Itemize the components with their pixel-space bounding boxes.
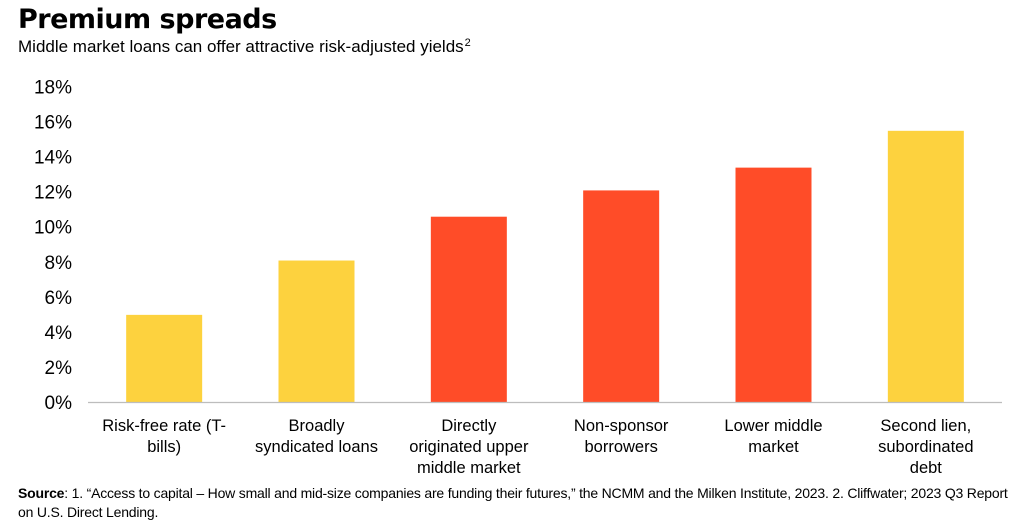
bar — [735, 167, 812, 403]
source-note: Source: 1. “Access to capital – How smal… — [18, 484, 1018, 522]
y-tick-label: 6% — [45, 288, 73, 309]
subtitle-footnote-marker: 2 — [464, 37, 471, 49]
y-tick-label: 12% — [34, 183, 72, 204]
x-tick-label: Broadly — [289, 417, 346, 435]
x-tick-label: bills) — [147, 438, 181, 456]
x-tick-label: syndicated loans — [255, 438, 378, 456]
x-tick-label: market — [748, 438, 799, 456]
bar — [583, 190, 660, 403]
x-tick-label: originated upper — [409, 438, 529, 456]
y-tick-label: 8% — [45, 253, 73, 274]
bar — [430, 216, 507, 403]
source-label: Source — [18, 485, 65, 501]
chart-title: Premium spreads — [18, 4, 277, 35]
y-tick-label: 0% — [45, 393, 73, 414]
x-tick-label: middle market — [417, 459, 521, 477]
y-tick-label: 10% — [34, 218, 72, 239]
bar — [887, 130, 964, 403]
subtitle-text: Middle market loans can offer attractive… — [18, 37, 464, 56]
y-tick-label: 14% — [34, 148, 72, 169]
x-tick-label: borrowers — [584, 438, 657, 456]
y-tick-label: 16% — [34, 113, 72, 134]
x-tick-label: Non-sponsor — [574, 417, 669, 435]
x-tick-label: debt — [910, 459, 943, 477]
y-tick-label: 2% — [45, 358, 73, 379]
bar-chart: 0% 2% 4% 6% 8% 10% 12% 14% 16% 18% Risk-free rate … — [34, 78, 1002, 477]
x-tick-label: Risk-free rate (T- — [102, 417, 226, 435]
x-tick-label: subordinated — [878, 438, 973, 456]
y-tick-label: 18% — [34, 78, 72, 99]
x-tick-label: Second lien, — [880, 417, 971, 435]
bar — [278, 260, 355, 403]
source-text: : 1. “Access to capital – How small and … — [18, 485, 1008, 520]
chart-subtitle: Middle market loans can offer attractive… — [18, 37, 471, 57]
y-tick-label: 4% — [45, 323, 73, 344]
bar — [126, 314, 203, 403]
x-tick-label: Lower middle — [724, 417, 822, 435]
x-tick-label: Directly — [441, 417, 497, 435]
